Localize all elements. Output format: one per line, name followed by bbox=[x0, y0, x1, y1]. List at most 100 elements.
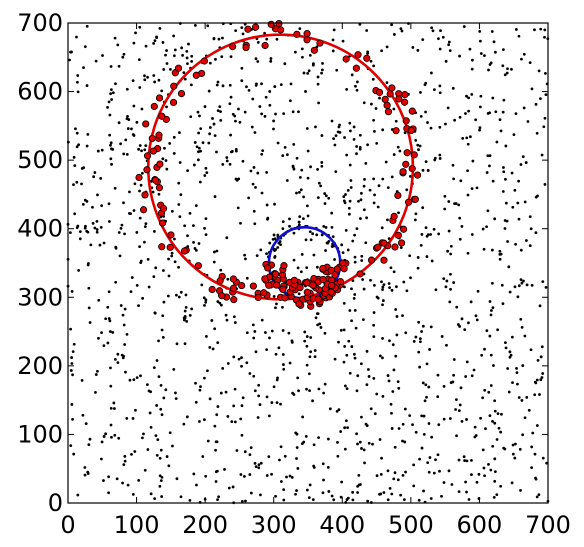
background-point bbox=[333, 357, 337, 361]
background-point bbox=[478, 30, 482, 33]
background-point bbox=[493, 457, 497, 461]
background-point bbox=[517, 179, 521, 183]
background-point bbox=[450, 483, 454, 486]
background-point bbox=[419, 115, 423, 118]
background-point bbox=[333, 258, 336, 261]
background-point bbox=[237, 177, 241, 181]
background-point bbox=[251, 97, 255, 101]
background-point bbox=[292, 258, 296, 262]
background-point bbox=[394, 308, 398, 311]
y-tick-label: 0 bbox=[48, 489, 63, 517]
background-point bbox=[534, 195, 538, 199]
background-point bbox=[363, 177, 366, 181]
background-point bbox=[358, 133, 362, 137]
background-point bbox=[515, 371, 519, 375]
background-point bbox=[381, 299, 385, 302]
background-point bbox=[321, 491, 325, 495]
background-point bbox=[519, 278, 523, 282]
background-point bbox=[432, 227, 436, 231]
background-point bbox=[297, 110, 300, 114]
highlight-point bbox=[166, 243, 174, 251]
background-point bbox=[539, 378, 543, 382]
background-point bbox=[186, 62, 189, 66]
background-point bbox=[240, 500, 244, 503]
background-point bbox=[277, 346, 281, 350]
background-point bbox=[152, 366, 156, 369]
y-tick-label: 600 bbox=[17, 78, 63, 106]
background-point bbox=[492, 40, 496, 44]
background-point bbox=[188, 498, 192, 502]
background-point bbox=[485, 329, 489, 333]
background-point bbox=[161, 41, 165, 44]
highlight-point bbox=[251, 23, 260, 31]
background-point bbox=[416, 48, 420, 52]
background-point bbox=[121, 313, 125, 317]
background-point bbox=[448, 417, 452, 420]
x-tick-label: 700 bbox=[525, 511, 571, 539]
background-point bbox=[426, 168, 430, 172]
background-point bbox=[87, 443, 91, 447]
background-point bbox=[282, 498, 286, 502]
background-point bbox=[240, 79, 244, 83]
background-point bbox=[253, 389, 257, 393]
background-point bbox=[161, 335, 165, 339]
background-point bbox=[317, 181, 321, 185]
background-point bbox=[170, 254, 174, 258]
background-point bbox=[517, 396, 521, 399]
background-point bbox=[122, 354, 125, 358]
background-point bbox=[309, 238, 313, 242]
background-point bbox=[281, 329, 285, 332]
background-point bbox=[489, 61, 493, 65]
background-point bbox=[504, 177, 507, 181]
background-point bbox=[85, 24, 89, 28]
highlight-point bbox=[273, 281, 281, 289]
background-point bbox=[252, 166, 256, 169]
background-point bbox=[78, 237, 82, 241]
background-point bbox=[372, 177, 376, 181]
background-point bbox=[109, 157, 113, 161]
background-point bbox=[214, 470, 218, 474]
background-point bbox=[344, 193, 347, 196]
background-point bbox=[294, 492, 297, 496]
background-point bbox=[465, 360, 469, 364]
background-point bbox=[452, 177, 456, 181]
background-point bbox=[299, 188, 303, 192]
background-point bbox=[154, 266, 158, 270]
background-point bbox=[256, 416, 260, 419]
background-point bbox=[449, 244, 453, 248]
background-point bbox=[464, 480, 467, 484]
highlight-point bbox=[386, 90, 394, 98]
background-point bbox=[504, 201, 508, 205]
background-point bbox=[468, 135, 472, 139]
background-point bbox=[308, 53, 312, 57]
background-point bbox=[516, 201, 520, 205]
background-point bbox=[479, 39, 482, 43]
background-point bbox=[528, 61, 532, 65]
background-point bbox=[324, 249, 327, 252]
background-point bbox=[438, 125, 442, 129]
background-point bbox=[327, 196, 331, 200]
background-point bbox=[525, 396, 529, 399]
background-point bbox=[216, 341, 220, 345]
background-point bbox=[158, 26, 162, 30]
background-point bbox=[386, 374, 390, 377]
highlight-point bbox=[408, 164, 416, 173]
background-point bbox=[181, 53, 184, 57]
background-point bbox=[345, 498, 349, 501]
background-point bbox=[381, 177, 385, 181]
background-point bbox=[206, 24, 210, 28]
background-point bbox=[204, 300, 208, 304]
background-point bbox=[376, 205, 380, 209]
x-tick-label: 100 bbox=[114, 511, 160, 539]
background-point bbox=[87, 306, 91, 310]
background-point bbox=[288, 99, 292, 103]
background-point bbox=[214, 480, 218, 483]
background-point bbox=[228, 83, 232, 87]
background-point bbox=[308, 230, 312, 234]
background-point bbox=[330, 211, 334, 215]
background-point bbox=[111, 331, 115, 334]
x-tick-label: 400 bbox=[319, 511, 365, 539]
background-point bbox=[356, 442, 359, 446]
highlight-point bbox=[340, 265, 348, 273]
background-point bbox=[157, 78, 161, 82]
